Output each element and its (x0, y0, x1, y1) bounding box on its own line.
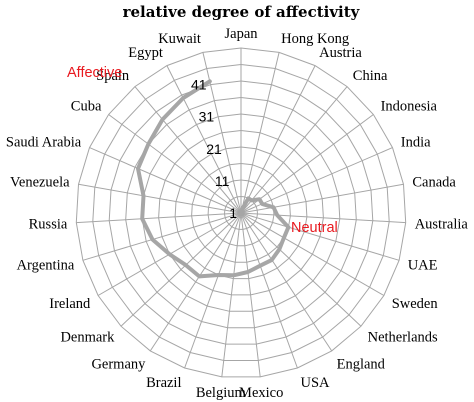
grid-spoke (240, 212, 362, 327)
grid-spoke (240, 212, 385, 296)
category-label: China (353, 68, 388, 84)
grid-ring (207, 179, 275, 247)
grid-spoke (184, 212, 242, 369)
grid-spoke (240, 212, 261, 377)
grid-spoke (120, 212, 242, 327)
grid-spoke (78, 183, 242, 214)
category-label: Russia (29, 217, 68, 233)
grid-spoke (240, 212, 406, 224)
grid-ring (174, 146, 308, 280)
grid-spoke (202, 52, 242, 214)
category-label: Mexico (239, 385, 283, 401)
grid-spoke (221, 212, 242, 377)
category-label: England (337, 356, 386, 372)
grid-spoke (240, 86, 348, 214)
category-label: Germany (91, 356, 146, 372)
grid-spoke (108, 114, 242, 214)
category-label: UAE (408, 258, 438, 274)
category-label: Egypt (128, 45, 163, 61)
grid-spoke (240, 147, 393, 214)
grid-ring (223, 195, 259, 230)
category-label: Austria (319, 45, 362, 61)
category-label: USA (301, 375, 331, 391)
grid-spoke (240, 183, 404, 214)
affective-annotation: Affective (67, 65, 122, 81)
chart-title: relative degree of affectivity (123, 3, 361, 21)
grid-spokes (76, 48, 406, 377)
category-label: Netherlands (368, 330, 438, 346)
category-label: Hong Kong (281, 31, 349, 47)
tick-label: 41 (191, 77, 207, 93)
grid-spoke (240, 212, 400, 261)
category-label: Australia (415, 217, 469, 233)
grid-rings (75, 47, 407, 378)
category-label: Japan (224, 26, 258, 42)
category-label: Brazil (146, 375, 181, 391)
category-label: Denmark (60, 330, 115, 346)
category-label: Belgium (196, 385, 247, 401)
grid-ring (92, 63, 390, 361)
tick-label: 31 (199, 109, 215, 125)
grid-spoke (240, 212, 298, 369)
category-label: Sweden (392, 296, 439, 312)
category-label: Indonesia (381, 99, 438, 115)
grid-spoke (149, 212, 242, 352)
grid-spoke (76, 212, 242, 224)
grid-spoke (240, 114, 374, 214)
category-label: India (401, 135, 431, 151)
grid-ring (191, 162, 291, 263)
series-line (136, 79, 291, 279)
category-label: Cuba (71, 99, 102, 115)
series-layer (136, 79, 291, 279)
grid-spoke (89, 147, 242, 214)
grid-ring (158, 129, 324, 296)
grid-spoke (240, 65, 316, 214)
grid-ring (75, 47, 407, 378)
category-label: Argentina (17, 258, 75, 274)
grid-spoke (166, 65, 242, 214)
tick-label: 21 (206, 141, 222, 157)
tick-label: 1 (229, 205, 237, 221)
category-label: Ireland (49, 296, 91, 312)
neutral-annotation: Neutral (291, 220, 338, 236)
grid-spoke (240, 52, 280, 214)
category-label: Spain (96, 68, 130, 84)
category-label: Venezuela (10, 175, 70, 191)
category-label: Canada (412, 175, 456, 191)
category-label: Kuwait (158, 31, 201, 47)
grid-ring (141, 113, 341, 312)
grid-spoke (82, 212, 242, 261)
grid-spoke (134, 86, 242, 214)
grid-spoke (240, 212, 333, 352)
category-label: Saudi Arabia (6, 135, 82, 151)
tick-label: 11 (215, 173, 230, 189)
grid-ring (108, 80, 374, 345)
